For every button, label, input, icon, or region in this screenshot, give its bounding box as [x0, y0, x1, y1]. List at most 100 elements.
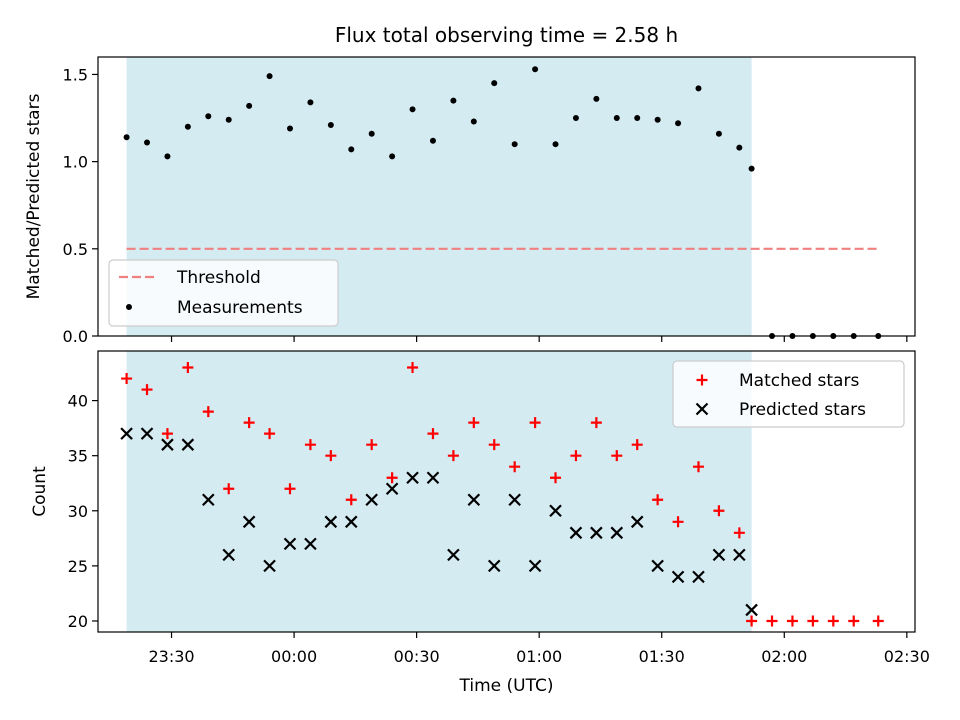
- measurement-point: [327, 122, 334, 129]
- measurement-point: [266, 73, 273, 80]
- measurement-point: [123, 134, 130, 141]
- predicted-star-point: [365, 493, 378, 507]
- matched-star-point: [611, 450, 623, 462]
- predicted-star-point: [222, 548, 235, 562]
- predicted-star-point: [202, 493, 215, 507]
- matched-star-point: [468, 417, 480, 429]
- measurement-point: [225, 116, 232, 123]
- predicted-star-point: [712, 548, 726, 562]
- measurement-point: [409, 106, 416, 113]
- legend-label: Measurements: [177, 298, 303, 318]
- matched-star-point: [692, 461, 704, 473]
- matched-star-point: [733, 527, 745, 539]
- matched-star-point: [264, 428, 276, 440]
- predicted-star-point: [406, 471, 419, 485]
- matched-star-point: [223, 483, 235, 495]
- measurement-point: [532, 66, 539, 73]
- matched-star-point: [325, 450, 337, 462]
- legend-measurements-swatch: [126, 304, 132, 310]
- measurement-point: [491, 80, 498, 87]
- predicted-star-point: [487, 559, 501, 573]
- matched-star-point: [345, 494, 357, 506]
- matched-star-point: [202, 406, 214, 418]
- legend-box: [672, 360, 905, 428]
- x-tick-label: 02:30: [884, 647, 930, 666]
- x-tick-label: 01:00: [516, 647, 562, 666]
- matched-star-point: [550, 472, 562, 484]
- matched-star-point: [590, 417, 602, 429]
- legend-label: Matched stars: [739, 371, 859, 391]
- matched-star-point: [509, 461, 521, 473]
- predicted-star-point: [508, 493, 521, 507]
- matched-star-point: [243, 417, 255, 429]
- predicted-star-point: [549, 504, 562, 518]
- predicted-star-point: [590, 526, 603, 540]
- matched-star-point: [713, 505, 725, 517]
- predicted-star-point: [385, 482, 399, 496]
- ratio-panel: 0.0 0.5 1.0 1.5 Matched/Predicted stars Thres…: [24, 56, 916, 346]
- matched-star-point: [121, 373, 133, 385]
- measurement-point: [307, 99, 314, 106]
- predicted-star-point: [304, 537, 317, 551]
- count-panel: 20 25 30 35 40 23:30 00:00 00:30 01:00 01:30 02:00…: [30, 350, 930, 666]
- measurement-point: [286, 125, 293, 132]
- y-tick-label: 35: [68, 447, 88, 466]
- measurement-point: [715, 130, 722, 137]
- legend-box: [108, 259, 339, 327]
- predicted-star-point: [528, 559, 542, 573]
- x-tick-label: 00:30: [394, 647, 440, 666]
- matched-star-point: [488, 439, 500, 451]
- measurement-point: [144, 139, 151, 146]
- y-tick-label: 40: [68, 392, 88, 411]
- matched-star-point: [529, 417, 541, 429]
- y-axis-label: Count: [30, 466, 50, 517]
- matched-star-point: [284, 483, 296, 495]
- y-tick-label: 0.0: [63, 327, 88, 346]
- x-tick-label: 00:00: [271, 647, 317, 666]
- measurement-point: [748, 165, 755, 172]
- matched-star-point: [872, 615, 884, 627]
- legend-label: Predicted stars: [739, 400, 866, 420]
- predicted-star-point: [283, 537, 297, 551]
- measurement-point: [368, 130, 375, 137]
- measurement-point: [695, 85, 702, 92]
- legend: Threshold Measurements: [108, 259, 339, 327]
- measurement-point: [450, 97, 457, 104]
- predicted-star-point: [569, 526, 583, 540]
- predicted-star-point: [745, 603, 758, 617]
- predicted-star-point: [651, 559, 664, 573]
- predicted-star-point: [610, 526, 624, 540]
- axes-frame: [97, 56, 916, 337]
- measurement-point: [511, 141, 518, 148]
- matched-star-point: [182, 362, 194, 374]
- predicted-star-point: [161, 438, 174, 451]
- predicted-star-point: [447, 548, 460, 562]
- predicted-star-point: [263, 559, 276, 573]
- measurement-point: [389, 153, 396, 160]
- observing-band: [126, 351, 752, 632]
- matched-star-point: [766, 615, 778, 627]
- axes-frame: [97, 350, 916, 633]
- measurement-point: [184, 123, 191, 130]
- predicted-star-point: [630, 515, 644, 529]
- x-tick-label: 02:00: [761, 647, 807, 666]
- predicted-star-point: [181, 438, 195, 451]
- matched-star-point: [386, 472, 398, 484]
- y-tick-label: 0.5: [63, 240, 88, 259]
- matched-star-point: [786, 615, 798, 627]
- predicted-star-point: [140, 427, 154, 440]
- matched-star-point: [570, 450, 582, 462]
- y-tick-label: 30: [68, 502, 88, 521]
- predicted-star-point: [426, 471, 440, 485]
- matched-star-point: [652, 494, 664, 506]
- measurement-point: [593, 95, 600, 102]
- measurement-point: [634, 115, 641, 122]
- chart-title: Flux total observing time = 2.58 h: [335, 23, 678, 47]
- measurement-point: [205, 113, 212, 120]
- matched-star-point: [141, 384, 153, 396]
- predicted-star-point: [733, 548, 746, 562]
- matched-star-point: [672, 516, 684, 528]
- matched-star-point: [427, 428, 439, 440]
- matched-star-point: [304, 439, 316, 451]
